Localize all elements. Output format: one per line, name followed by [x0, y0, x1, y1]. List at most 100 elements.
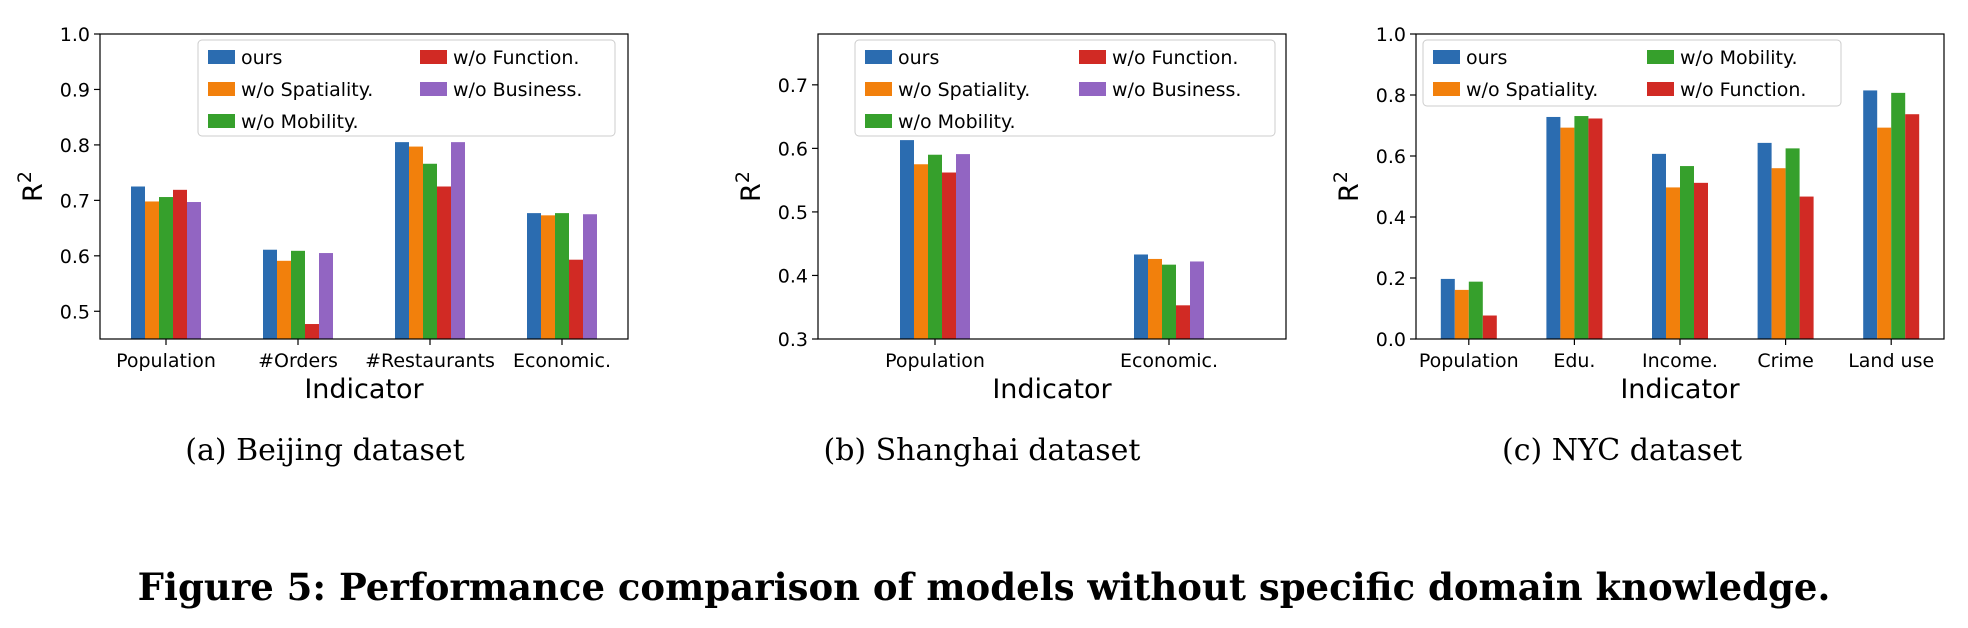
bar — [527, 213, 541, 339]
bar — [395, 142, 409, 339]
y-tick-label: 0.7 — [60, 190, 90, 212]
x-tick-label: #Restaurants — [365, 350, 495, 372]
x-axis-label: Indicator — [304, 374, 424, 405]
bar — [451, 142, 465, 339]
legend-label: w/o Mobility. — [1680, 47, 1798, 69]
bar — [1785, 148, 1800, 339]
bar — [263, 249, 277, 339]
legend: ours w/o Spatiality. w/o Mobility. w/o Func… — [197, 39, 616, 137]
bar — [319, 253, 333, 339]
y-tick-label: 0.5 — [778, 202, 808, 224]
y-tick-label: 1.0 — [60, 24, 90, 46]
legend-swatch — [208, 82, 235, 96]
bar — [942, 172, 956, 339]
legend-label: w/o Spatiality. — [898, 79, 1030, 101]
bar — [1891, 92, 1906, 340]
legend: ours w/o Spatiality. w/o Mobility. w/o Func… — [1422, 39, 1842, 107]
bar — [928, 154, 942, 339]
bar — [541, 215, 555, 339]
bar — [1162, 264, 1176, 339]
bar — [1468, 281, 1483, 339]
bar — [1148, 258, 1162, 339]
bar — [131, 186, 145, 339]
x-tick-label: Economic. — [1120, 350, 1218, 372]
legend-label: w/o Mobility. — [241, 111, 359, 133]
y-tick-label: 0.8 — [60, 135, 90, 157]
y-tick-label: 0.7 — [778, 75, 808, 97]
bar — [305, 324, 319, 339]
x-tick-label: Economic. — [513, 350, 611, 372]
legend-box — [197, 39, 616, 137]
bar — [1905, 114, 1920, 339]
legend-box — [854, 39, 1276, 137]
y-tick-label: 0.6 — [778, 138, 808, 160]
bar — [409, 146, 423, 339]
bar — [956, 154, 970, 339]
plot-frame — [817, 33, 1287, 340]
y-tick-label: 0.9 — [60, 79, 90, 101]
legend: ours w/o Spatiality. w/o Mobility. w/o Func… — [854, 39, 1276, 137]
bar — [1771, 168, 1786, 339]
bar — [1546, 116, 1561, 340]
bar — [145, 201, 159, 339]
y-tick-label: 0.6 — [1376, 146, 1406, 168]
y-tick-label: 0.8 — [1376, 85, 1406, 107]
bar — [277, 260, 291, 339]
y-tick-label: 0.0 — [1376, 329, 1406, 351]
legend-swatch — [865, 50, 892, 64]
legend-swatch — [1079, 50, 1106, 64]
legend-swatch — [420, 50, 447, 64]
legend-label: w/o Business. — [453, 79, 582, 101]
legend-label: ours — [898, 47, 939, 69]
bar — [437, 186, 451, 339]
bar — [187, 202, 201, 339]
legend-label: w/o Spatiality. — [241, 79, 373, 101]
bar — [555, 213, 569, 339]
x-axis-label: Indicator — [992, 374, 1112, 405]
x-tick-label: Income. — [1642, 350, 1718, 372]
y-tick-label: 0.5 — [60, 301, 90, 323]
legend-swatch — [865, 114, 892, 128]
sub-caption: (b) Shanghai dataset — [823, 433, 1140, 468]
bar — [1680, 166, 1694, 339]
bar — [1694, 182, 1708, 339]
y-tick-label: 0.2 — [1376, 268, 1406, 290]
x-tick-label: #Orders — [258, 350, 338, 372]
bar — [1560, 127, 1575, 339]
y-tick-label: 0.4 — [1376, 207, 1406, 229]
bar — [173, 189, 187, 339]
bar — [1176, 305, 1190, 339]
legend-label: ours — [1466, 47, 1507, 69]
y-tick-label: 0.4 — [778, 265, 808, 287]
legend-swatch — [208, 50, 235, 64]
bar — [1134, 254, 1148, 339]
x-axis-label: Indicator — [1620, 374, 1740, 405]
legend-swatch — [1433, 82, 1460, 96]
y-tick-label: 0.3 — [778, 329, 808, 351]
legend-swatch — [208, 114, 235, 128]
bar — [569, 259, 583, 339]
y-axis-label: R2 — [732, 171, 767, 202]
legend-swatch — [1079, 82, 1106, 96]
bar — [914, 164, 928, 339]
legend-swatch — [420, 82, 447, 96]
legend-label: w/o Spatiality. — [1466, 79, 1598, 101]
bar — [1574, 116, 1589, 339]
legend-label: w/o Mobility. — [898, 111, 1016, 133]
bar — [1757, 142, 1772, 339]
plot-frame — [99, 33, 629, 340]
figure-caption: Figure 5: Performance comparison of mode… — [138, 565, 1831, 609]
bar — [1588, 118, 1603, 339]
bar — [1652, 153, 1666, 339]
bar — [159, 197, 173, 339]
bar — [1863, 90, 1878, 339]
bar — [583, 214, 597, 339]
legend-swatch — [1433, 50, 1460, 64]
legend-label: w/o Function. — [453, 47, 579, 69]
x-tick-label: Edu. — [1553, 350, 1595, 372]
legend-swatch — [1647, 50, 1674, 64]
bar — [1877, 127, 1892, 339]
legend-swatch — [865, 82, 892, 96]
y-axis-label: R2 — [1330, 171, 1365, 202]
x-tick-label: Population — [1419, 350, 1519, 372]
